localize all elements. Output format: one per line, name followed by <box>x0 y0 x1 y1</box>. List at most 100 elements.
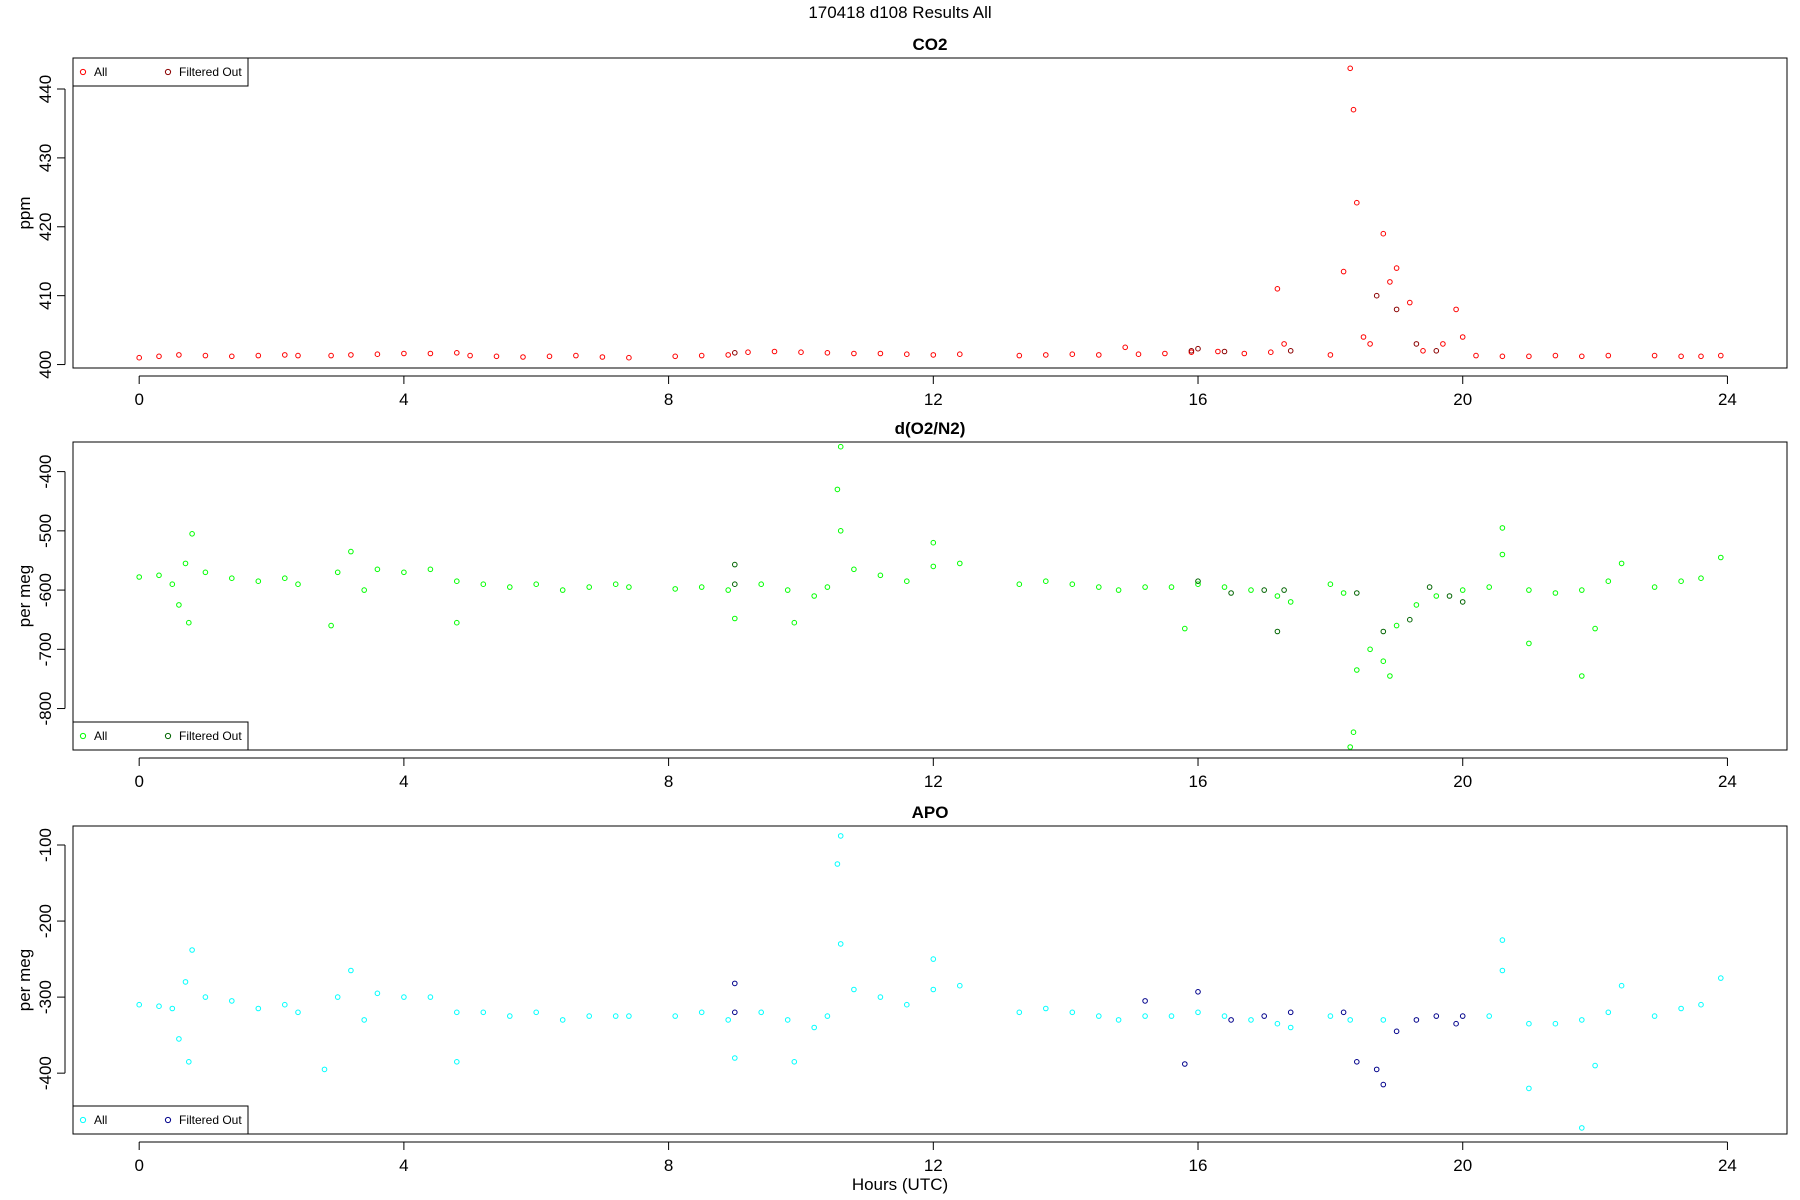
data-point <box>877 572 884 579</box>
data-point <box>834 486 841 493</box>
panel-title: d(O2/N2) <box>895 419 966 438</box>
data-point <box>1446 593 1453 599</box>
data-point <box>1459 1013 1466 1019</box>
data-point <box>732 615 738 622</box>
data-point <box>1373 1066 1380 1073</box>
data-point <box>374 351 381 358</box>
data-point <box>1552 590 1559 596</box>
data-point <box>1486 584 1492 590</box>
data-point <box>493 353 500 360</box>
plot-frame <box>72 441 1788 751</box>
data-point <box>957 982 963 989</box>
data-point <box>1327 352 1334 358</box>
x-tick-label: 16 <box>1189 390 1208 409</box>
data-point <box>1135 351 1142 358</box>
data-point <box>1069 1009 1076 1016</box>
panel-title: CO2 <box>913 35 948 54</box>
legend-entry-label: Filtered Out <box>179 729 242 743</box>
data-point <box>732 980 738 987</box>
data-point <box>401 994 407 1000</box>
data-point <box>1499 353 1506 360</box>
data-point <box>1043 1005 1049 1012</box>
data-point <box>480 581 487 588</box>
data-point <box>1618 982 1625 989</box>
data-point <box>725 587 732 593</box>
data-point <box>612 1013 619 1019</box>
data-point <box>1347 65 1353 72</box>
data-point <box>348 967 354 974</box>
data-point <box>136 574 142 580</box>
x-tick-label: 8 <box>664 390 673 409</box>
data-point <box>334 569 341 576</box>
legend: All Filtered Out <box>72 721 249 751</box>
x-tick-label: 0 <box>134 390 143 409</box>
y-tick-label: -700 <box>36 632 55 666</box>
data-point <box>282 352 288 358</box>
series-2 <box>732 561 1466 635</box>
data-point <box>1453 306 1459 313</box>
data-point <box>1413 341 1420 347</box>
data-point <box>282 575 288 582</box>
legend-box <box>72 721 249 751</box>
data-point <box>1354 1059 1360 1065</box>
data-point <box>427 350 434 357</box>
data-point <box>348 352 354 358</box>
data-point <box>559 587 566 593</box>
data-point <box>1605 352 1612 359</box>
data-point <box>904 578 910 585</box>
data-point <box>156 572 162 579</box>
data-point <box>586 584 593 590</box>
y-axis-label: per meg <box>15 565 34 627</box>
plot-frame <box>72 825 1788 1135</box>
data-point <box>1347 744 1353 750</box>
data-point <box>1440 341 1446 347</box>
data-point <box>1393 622 1400 629</box>
data-point <box>1380 230 1387 237</box>
data-point <box>1016 581 1023 588</box>
data-point <box>1678 578 1684 585</box>
x-tick-label: 0 <box>134 1156 143 1175</box>
data-point <box>732 561 738 568</box>
data-point <box>1459 587 1466 593</box>
data-point <box>1526 1085 1532 1092</box>
data-point <box>1387 279 1393 285</box>
data-point <box>758 581 765 588</box>
data-point <box>1453 1020 1459 1027</box>
data-point <box>930 956 937 962</box>
data-point <box>612 581 619 588</box>
data-point <box>1228 1017 1234 1023</box>
data-point <box>1592 1062 1598 1069</box>
x-tick-label: 24 <box>1718 772 1737 791</box>
data-point <box>758 1009 765 1016</box>
series-1 <box>136 833 1724 1131</box>
data-point <box>1168 1013 1175 1019</box>
y-axis-label: ppm <box>15 196 34 229</box>
data-point <box>1142 998 1148 1004</box>
legend-box <box>72 1105 249 1135</box>
legend-marker <box>164 732 172 740</box>
data-point <box>559 1017 566 1023</box>
data-point <box>334 994 341 1000</box>
data-point <box>732 1055 738 1061</box>
data-point <box>904 351 910 358</box>
data-point <box>1354 199 1360 206</box>
data-point <box>454 578 460 585</box>
data-point <box>1228 590 1234 596</box>
data-point <box>1499 967 1506 974</box>
data-point <box>1221 348 1228 355</box>
data-point <box>454 350 460 356</box>
data-point <box>507 584 513 590</box>
data-point <box>1552 352 1559 359</box>
data-point <box>811 1024 818 1031</box>
legend: All Filtered Out <box>72 1105 249 1135</box>
data-point <box>136 1001 142 1008</box>
data-point <box>798 349 804 356</box>
data-point <box>1579 1017 1585 1023</box>
data-point <box>1459 334 1466 340</box>
data-point <box>1459 599 1466 605</box>
data-point <box>255 1005 262 1012</box>
data-point <box>1718 975 1724 981</box>
data-point <box>1182 625 1188 632</box>
chart-panel-3: APO 0 4 8 12 16 20 24 -400 -300 -200 -100 per meg All… <box>15 803 1788 1175</box>
data-point <box>1016 352 1023 359</box>
